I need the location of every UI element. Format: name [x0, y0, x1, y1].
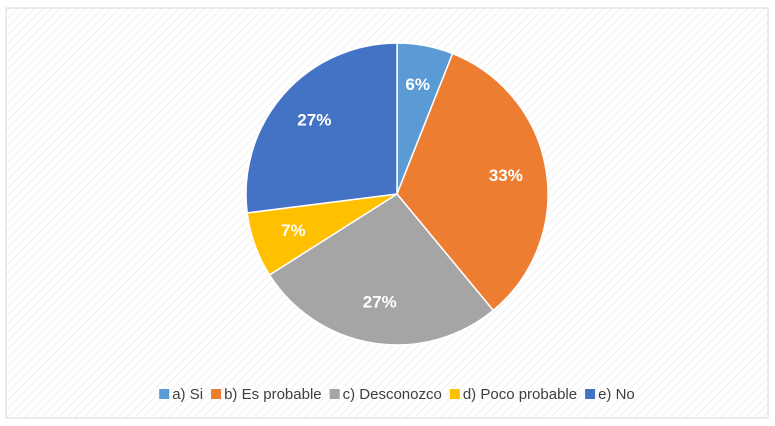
legend: a) Si b) Es probable c) Desconozco d) Poco …: [159, 386, 635, 403]
legend-swatch: [585, 389, 596, 399]
pie-slice: [396, 52, 549, 312]
legend-swatch: [211, 389, 222, 399]
legend-label: b) Es probable: [224, 386, 322, 403]
data-label: 7%: [281, 221, 306, 240]
legend-label: c) Desconozco: [343, 386, 442, 403]
legend-label: a) Si: [172, 386, 203, 403]
pie-slice: [245, 42, 398, 214]
legend-label: d) Poco probable: [463, 386, 577, 403]
data-label: 6%: [405, 75, 430, 94]
legend-swatch: [159, 389, 170, 399]
data-label: 33%: [489, 166, 523, 185]
data-label: 27%: [297, 111, 331, 130]
pie-slice: [268, 193, 495, 346]
legend-label: e) No: [598, 386, 635, 403]
legend-swatch: [449, 389, 460, 399]
legend-swatch: [329, 389, 340, 399]
data-label: 27%: [363, 292, 397, 311]
pie: 6% 33% 27% 7% 27%: [245, 42, 549, 346]
